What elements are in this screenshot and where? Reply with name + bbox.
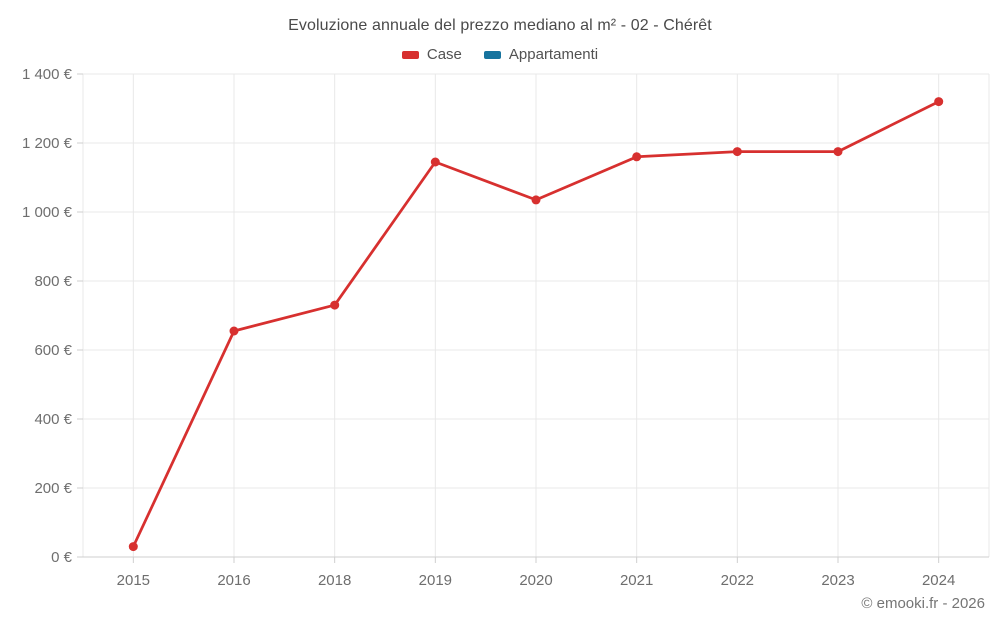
y-axis-tick-label: 0 € [51, 549, 73, 566]
legend: Case Appartamenti [0, 46, 1000, 63]
y-axis-tick-label: 800 € [34, 273, 72, 290]
y-axis-tick-label: 400 € [34, 411, 72, 428]
x-axis-tick-label: 2024 [922, 572, 955, 589]
y-axis-tick-label: 1 000 € [22, 204, 73, 221]
data-point[interactable] [229, 326, 239, 336]
x-axis-tick-label: 2021 [620, 572, 653, 589]
legend-item-appartamenti[interactable]: Appartamenti [483, 46, 599, 63]
chart-title: Evoluzione annuale del prezzo mediano al… [288, 17, 712, 34]
y-axis-labels: 0 € 200 € 400 € 600 € 800 € 1 000 € 1 200 € 1 4… [22, 66, 73, 566]
x-axis-tick-label: 2019 [419, 572, 452, 589]
y-axis-tick-label: 1 200 € [22, 135, 73, 152]
data-point[interactable] [330, 300, 340, 310]
legend-label-appartamenti: Appartamenti [508, 46, 599, 63]
x-axis-tick-label: 2015 [117, 572, 150, 589]
data-point[interactable] [128, 542, 138, 552]
x-axis-labels: 2015 2016 2018 2019 2020 2021 2022 2023 2024 [117, 572, 956, 589]
data-point[interactable] [632, 152, 642, 162]
y-axis-tick-label: 1 400 € [22, 66, 73, 83]
data-point[interactable] [833, 147, 843, 157]
y-axis-tick-label: 600 € [34, 342, 72, 359]
legend-item-case[interactable]: Case [401, 46, 462, 63]
gridlines [82, 73, 990, 558]
data-point[interactable] [934, 97, 944, 107]
x-axis-tick-label: 2022 [721, 572, 754, 589]
x-axis-tick-label: 2020 [519, 572, 552, 589]
data-point[interactable] [732, 147, 742, 157]
data-point[interactable] [531, 195, 541, 205]
series-case [128, 97, 944, 552]
tick-marks [77, 73, 940, 563]
legend-marker-case-icon [401, 50, 419, 59]
y-axis-tick-label: 200 € [34, 480, 72, 497]
x-axis-tick-label: 2023 [821, 572, 854, 589]
x-axis-tick-label: 2018 [318, 572, 351, 589]
legend-marker-appartamenti-icon [483, 50, 501, 59]
copyright: © emooki.fr - 2026 [861, 595, 985, 612]
data-point[interactable] [430, 157, 440, 167]
legend-label-case: Case [426, 46, 462, 63]
x-axis-tick-label: 2016 [217, 572, 250, 589]
